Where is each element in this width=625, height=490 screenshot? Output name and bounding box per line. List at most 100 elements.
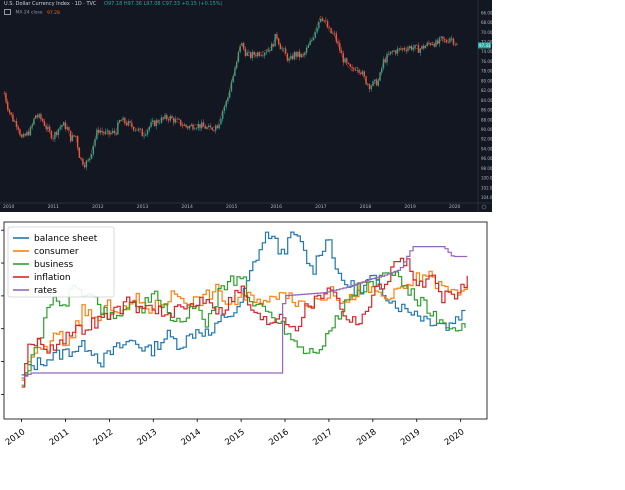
series-line-balance-sheet (21, 231, 466, 376)
candle-body (69, 130, 72, 142)
candle-body (293, 51, 296, 60)
candle-body (284, 48, 287, 54)
candle-body (111, 130, 114, 133)
candle-body (416, 44, 418, 46)
candle-body (167, 119, 170, 121)
candle-body (61, 125, 63, 128)
candle-body (188, 125, 191, 129)
candle-body (220, 118, 222, 125)
candle-body (47, 126, 49, 129)
y-tick-label: 80.00 (481, 78, 492, 83)
legend: balance sheet consumer business inflation ra… (7, 226, 115, 298)
candle-body (101, 130, 103, 133)
candle-body (187, 126, 189, 129)
candle-body (339, 43, 341, 51)
candle-body (361, 71, 364, 74)
candle-body (73, 135, 75, 137)
x-tick-label: 2019 (404, 204, 416, 210)
candle-body (367, 84, 369, 85)
candle-body (318, 22, 320, 29)
candle-body (332, 32, 334, 34)
candle-body (269, 49, 271, 51)
candle-body (272, 44, 275, 47)
candle-body (216, 125, 219, 129)
candle-body (62, 122, 65, 126)
indicator-row[interactable]: MA 24 close 97.28 (4, 9, 60, 16)
candle-body (249, 52, 252, 59)
candle-body (64, 122, 67, 130)
x-tick-label: 2012 (92, 204, 104, 210)
dxy-price-chart[interactable]: 104.00 102.00 100.00 98.00 96.00 94.00 92.00 90… (0, 0, 492, 212)
candle-body (300, 54, 303, 58)
y-tick-label: 104.00 (481, 195, 492, 200)
price-badge (478, 42, 491, 49)
x-tick-label: 2011 (48, 427, 71, 448)
candle-body (21, 134, 23, 137)
candle-body (428, 42, 430, 44)
candle-body (312, 37, 315, 41)
candle-body (169, 116, 171, 121)
candle-body (290, 55, 292, 59)
candle-body (393, 50, 395, 52)
candle-body (389, 51, 392, 55)
candle-body (270, 44, 273, 51)
candle-body (89, 158, 91, 160)
candle-body (171, 116, 173, 119)
candle-body (237, 51, 240, 62)
collapse-icon[interactable] (4, 9, 11, 15)
candle-body (201, 122, 203, 129)
x-tick-label: 2019 (399, 427, 422, 448)
legend-box (7, 226, 115, 298)
candle-body (38, 114, 40, 118)
candle-body (134, 129, 137, 131)
x-tick-label: 2020 (443, 427, 466, 448)
candle-body (368, 84, 371, 90)
candle-body (419, 48, 421, 53)
indicator-value: 97.28 (47, 10, 60, 16)
candle-body (143, 135, 145, 137)
candle-body (159, 122, 161, 124)
candle-body (400, 48, 402, 50)
y-tick-label: 102.00 (481, 185, 492, 190)
candle-body (148, 127, 151, 131)
candle-body (335, 33, 338, 42)
candle-body (391, 51, 393, 52)
candle-body (407, 48, 409, 52)
candle-body (229, 91, 231, 98)
candle-body (372, 81, 374, 87)
candle-body (124, 117, 126, 124)
candle-body (85, 160, 88, 168)
candle-body (22, 133, 25, 137)
candle-body (314, 32, 317, 38)
candle-body (365, 76, 367, 85)
candle-body (117, 122, 119, 135)
candle-body (384, 59, 386, 63)
y-tick-label: 82.00 (481, 88, 492, 93)
candle-body (396, 48, 399, 54)
candle-body (424, 45, 427, 49)
candle-body (388, 54, 390, 55)
candle-body (235, 61, 238, 69)
candle-body (5, 93, 7, 102)
candle-body (166, 114, 168, 120)
candle-body (374, 79, 376, 82)
candle-body (227, 97, 229, 102)
candle-body (342, 53, 345, 63)
index-comparison-chart: 2010 2011 2012 2013 2014 2015 2016 2017 2018 2019… (1, 221, 488, 448)
candle-body (92, 145, 95, 155)
candle-body (375, 79, 378, 86)
candle-body (253, 51, 255, 55)
series-line-consumer (21, 270, 468, 381)
candle-body (377, 80, 379, 86)
candle-body (260, 55, 262, 57)
candle-body (437, 40, 439, 44)
y-tick-label: 70.00 (481, 30, 492, 35)
candle-body (398, 48, 400, 49)
candle-body (141, 129, 144, 137)
candle-body (360, 72, 362, 74)
candle-body (208, 125, 210, 128)
candle-body (150, 122, 152, 128)
x-tick-label: 2018 (355, 427, 378, 448)
candle-body (76, 136, 79, 148)
candle-body (197, 123, 199, 128)
